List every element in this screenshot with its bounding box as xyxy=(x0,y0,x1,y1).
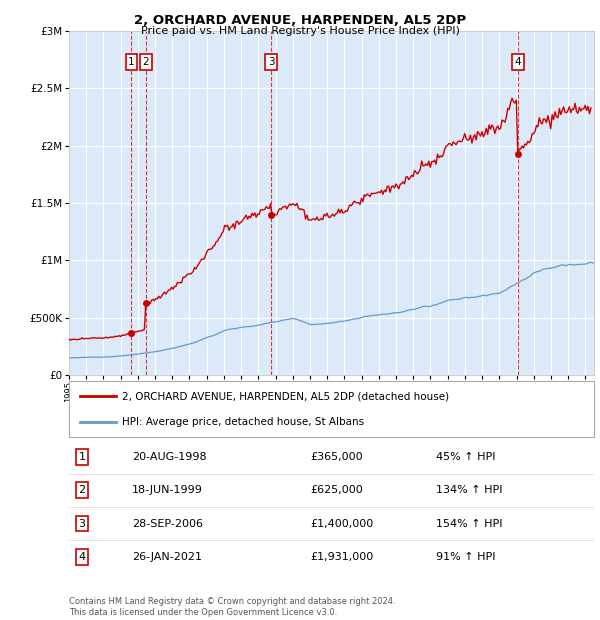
Text: £625,000: £625,000 xyxy=(311,485,363,495)
Text: 45% ↑ HPI: 45% ↑ HPI xyxy=(437,452,496,462)
Text: 3: 3 xyxy=(268,57,274,67)
Text: 3: 3 xyxy=(79,518,86,528)
Text: 91% ↑ HPI: 91% ↑ HPI xyxy=(437,552,496,562)
Text: 2, ORCHARD AVENUE, HARPENDEN, AL5 2DP: 2, ORCHARD AVENUE, HARPENDEN, AL5 2DP xyxy=(134,14,466,27)
Text: 18-JUN-1999: 18-JUN-1999 xyxy=(132,485,203,495)
Text: 4: 4 xyxy=(79,552,86,562)
Text: HPI: Average price, detached house, St Albans: HPI: Average price, detached house, St A… xyxy=(121,417,364,427)
Text: 28-SEP-2006: 28-SEP-2006 xyxy=(132,518,203,528)
Text: 26-JAN-2021: 26-JAN-2021 xyxy=(132,552,202,562)
Text: 2, ORCHARD AVENUE, HARPENDEN, AL5 2DP (detached house): 2, ORCHARD AVENUE, HARPENDEN, AL5 2DP (d… xyxy=(121,391,449,401)
Text: 134% ↑ HPI: 134% ↑ HPI xyxy=(437,485,503,495)
Text: 4: 4 xyxy=(514,57,521,67)
Text: 1: 1 xyxy=(79,452,86,462)
Text: 2: 2 xyxy=(142,57,149,67)
Text: 2: 2 xyxy=(79,485,86,495)
Text: 20-AUG-1998: 20-AUG-1998 xyxy=(132,452,206,462)
Text: £1,931,000: £1,931,000 xyxy=(311,552,374,562)
Text: 1: 1 xyxy=(128,57,135,67)
Text: Contains HM Land Registry data © Crown copyright and database right 2024.
This d: Contains HM Land Registry data © Crown c… xyxy=(69,598,395,617)
Text: Price paid vs. HM Land Registry's House Price Index (HPI): Price paid vs. HM Land Registry's House … xyxy=(140,26,460,36)
Text: £365,000: £365,000 xyxy=(311,452,363,462)
Text: 154% ↑ HPI: 154% ↑ HPI xyxy=(437,518,503,528)
Text: £1,400,000: £1,400,000 xyxy=(311,518,374,528)
